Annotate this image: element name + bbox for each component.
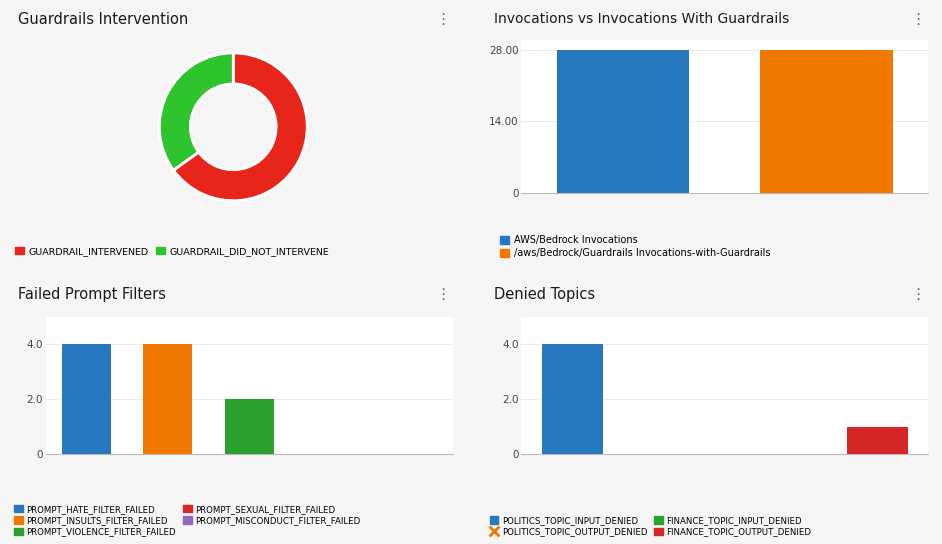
Text: ⋮: ⋮ <box>435 287 450 301</box>
Text: ⋮: ⋮ <box>435 12 450 27</box>
Text: Guardrails Intervention: Guardrails Intervention <box>19 12 188 27</box>
Legend: POLITICS_TOPIC_INPUT_DENIED, POLITICS_TOPIC_OUTPUT_DENIED, FINANCE_TOPIC_INPUT_D: POLITICS_TOPIC_INPUT_DENIED, POLITICS_TO… <box>489 515 812 537</box>
Legend: GUARDRAIL_INTERVENED, GUARDRAIL_DID_NOT_INTERVENE: GUARDRAIL_INTERVENED, GUARDRAIL_DID_NOT_… <box>14 246 330 257</box>
Text: Denied Topics: Denied Topics <box>494 287 595 301</box>
Text: ⋮: ⋮ <box>911 12 926 27</box>
Legend: PROMPT_HATE_FILTER_FAILED, PROMPT_INSULTS_FILTER_FAILED, PROMPT_VIOLENCE_FILTER_: PROMPT_HATE_FILTER_FAILED, PROMPT_INSULT… <box>13 504 361 537</box>
Legend: AWS/Bedrock Invocations, /aws/Bedrock/Guardrails Invocations-with-Guardrails: AWS/Bedrock Invocations, /aws/Bedrock/Gu… <box>498 234 771 259</box>
Text: Failed Prompt Filters: Failed Prompt Filters <box>19 287 167 301</box>
Text: ⋮: ⋮ <box>911 287 926 301</box>
Text: Invocations vs Invocations With Guardrails: Invocations vs Invocations With Guardrai… <box>494 12 789 26</box>
